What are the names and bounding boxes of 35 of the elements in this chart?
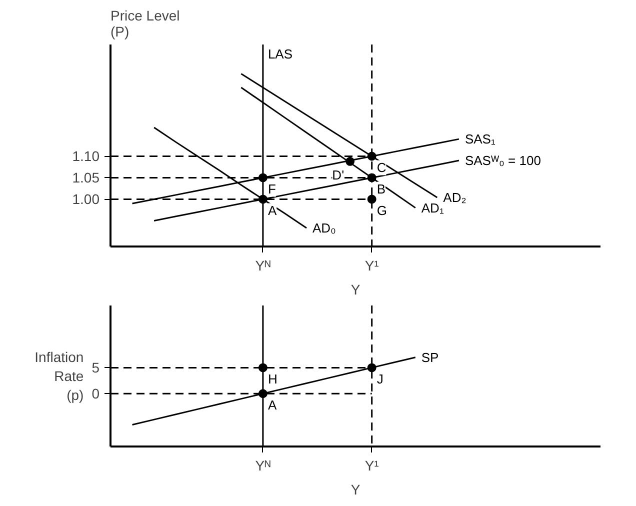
- y-tick-label: 1.00: [72, 191, 100, 208]
- point: [367, 194, 376, 204]
- y-axis-title: Inflation Rate (p): [34, 348, 84, 404]
- y-tick-label: 5: [92, 360, 100, 376]
- y-tick-label: 1.10: [72, 148, 100, 164]
- series-label: G: [376, 203, 387, 218]
- ref-line-label: LAS: [268, 46, 293, 62]
- series-label: C: [376, 160, 386, 176]
- series-label: A: [268, 398, 277, 413]
- series-label: SAS₁: [464, 132, 496, 147]
- series-label: AD₀: [312, 220, 336, 236]
- y-tick-label: 1.05: [72, 170, 100, 186]
- x-tick-label: Yᴺ: [255, 258, 271, 274]
- series-label: F: [268, 182, 276, 197]
- x-axis-title: Y: [350, 282, 361, 298]
- series-label: SP: [421, 350, 439, 365]
- series-label: J: [376, 372, 384, 387]
- point: [367, 152, 376, 161]
- point: [346, 156, 355, 166]
- series-label: AD₂: [443, 190, 466, 206]
- series-label: D': [332, 167, 344, 182]
- y-tick-label: 0: [92, 386, 100, 402]
- series-label: SASᵂ₀ = 100: [464, 153, 541, 168]
- point: [258, 194, 268, 204]
- x-axis-title: Y: [350, 482, 361, 498]
- x-tick-label: Y¹: [364, 458, 380, 474]
- series-label: B: [376, 182, 386, 197]
- series-label: AD₁: [421, 200, 444, 216]
- chart-title: Price Level (P): [110, 8, 180, 40]
- point: [258, 173, 268, 182]
- point: [367, 173, 376, 182]
- series-label: H: [268, 372, 278, 387]
- x-tick-label: Y¹: [364, 258, 380, 274]
- x-tick-label: Yᴺ: [255, 458, 271, 474]
- series-label: A: [268, 203, 277, 218]
